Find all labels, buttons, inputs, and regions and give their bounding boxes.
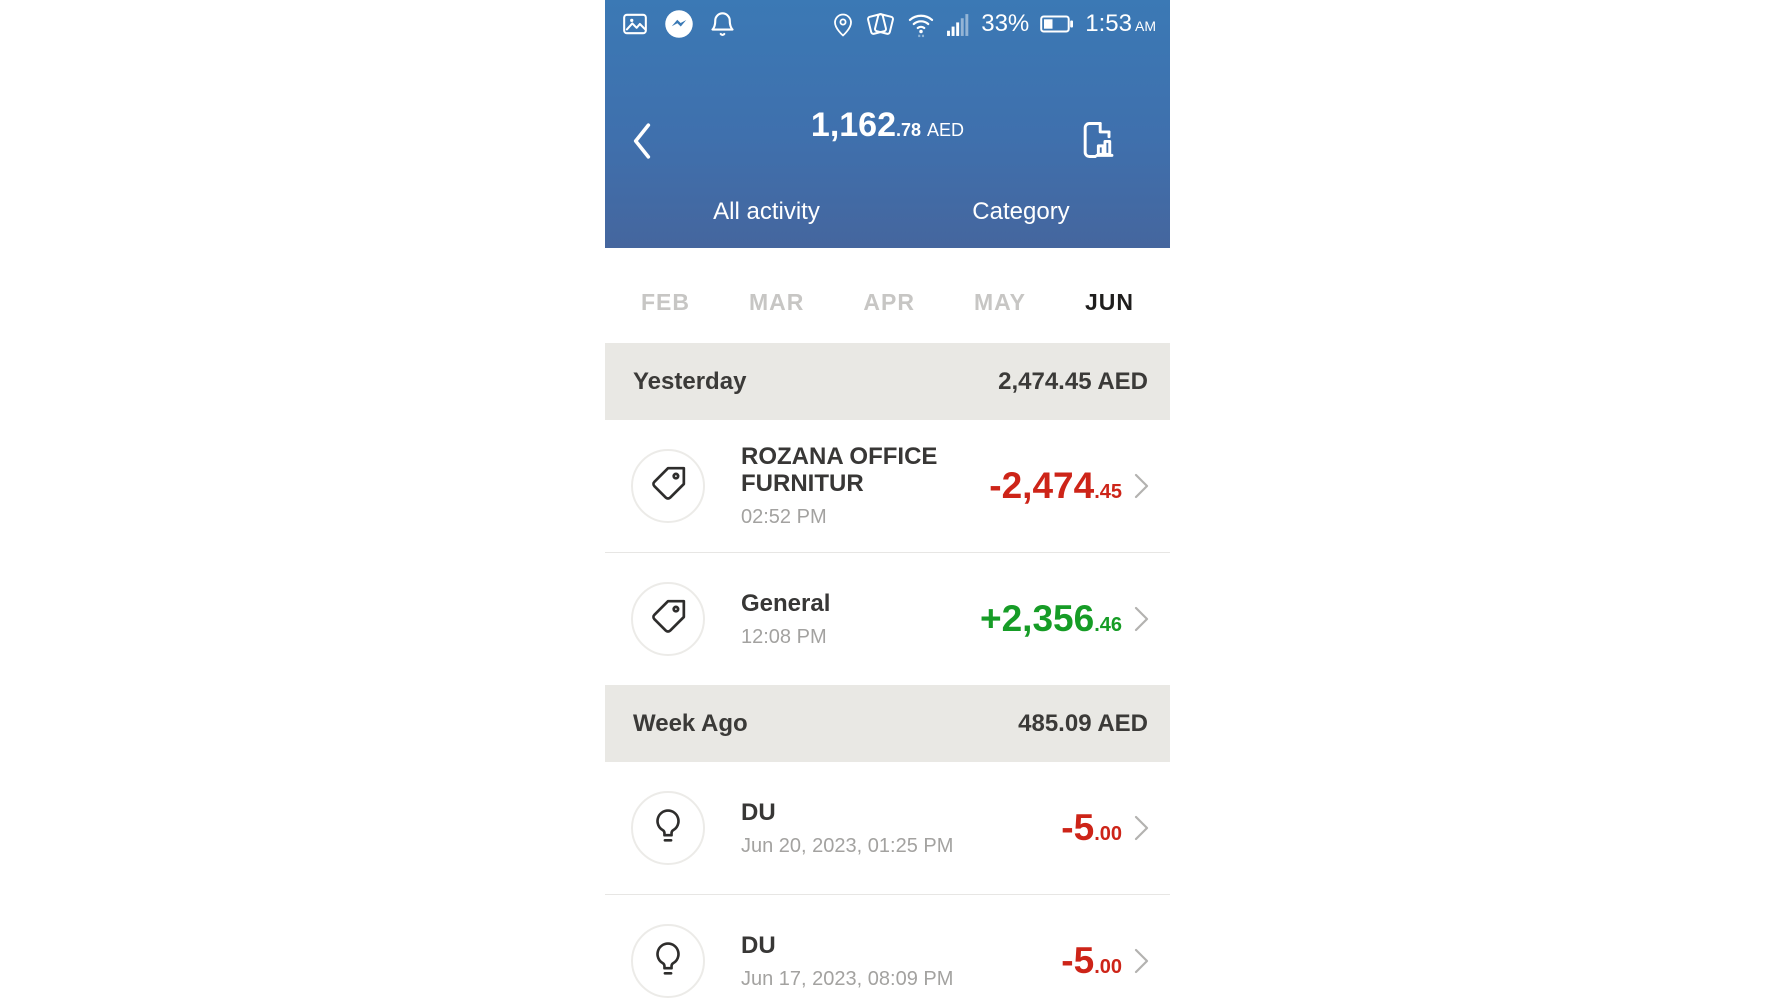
wifi-icon (906, 10, 936, 38)
category-circle (631, 449, 705, 523)
transaction-info: DU Jun 20, 2023, 01:25 PM (741, 799, 953, 858)
transaction-info: DU Jun 17, 2023, 08:09 PM (741, 932, 953, 991)
transaction-amount: -5.00 (1061, 807, 1122, 849)
month-jun[interactable]: JUN (1084, 289, 1134, 315)
transaction-row[interactable]: ROZANA OFFICE FURNITUR 02:52 PM -2,474.4… (605, 420, 1170, 552)
battery-icon (1039, 13, 1075, 35)
row-divider (605, 894, 1170, 895)
amount-main: -2,474 (989, 465, 1095, 506)
chevron-right-icon[interactable] (1134, 814, 1150, 842)
location-icon (831, 11, 855, 38)
amount-fraction: .00 (1094, 823, 1122, 845)
transaction-amount: -5.00 (1061, 940, 1122, 982)
month-apr[interactable]: APR (863, 289, 915, 315)
tab-category[interactable]: Category (972, 198, 1070, 225)
balance-fraction: .78 (896, 120, 922, 140)
section-total: 2,474.45 AED (998, 367, 1148, 395)
transaction-name: General (741, 589, 831, 617)
transaction-name: ROZANA OFFICE FURNITUR (741, 443, 938, 497)
transaction-row[interactable]: DU Jun 20, 2023, 01:25 PM -5.00 (605, 762, 1170, 894)
tab-all-activity[interactable]: All activity (713, 198, 820, 225)
nfc-icon (865, 10, 896, 38)
balance-main: 1,162 (810, 106, 897, 144)
amount-main: -5 (1061, 807, 1095, 848)
chevron-right-icon[interactable] (1134, 947, 1150, 975)
gallery-icon (621, 11, 649, 37)
clock: 1:53 AM (1085, 10, 1156, 38)
transaction-timestamp: Jun 17, 2023, 08:09 PM (741, 967, 954, 990)
transaction-row[interactable]: General 12:08 PM +2,356.46 (605, 553, 1170, 685)
active-tab-underline (644, 266, 889, 270)
mobile-app-screen: 33% 1:53 AM (605, 0, 1170, 1000)
chevron-right-icon[interactable] (1134, 605, 1150, 633)
month-mar[interactable]: MAR (749, 289, 805, 315)
row-divider (605, 552, 1170, 553)
time-text: 1:53 (1085, 10, 1132, 37)
month-may[interactable]: MAY (973, 289, 1026, 315)
amount-fraction: .00 (1094, 956, 1122, 978)
status-bar: 33% 1:53 AM (605, 0, 1170, 40)
transaction-info: General 12:08 PM (741, 590, 830, 649)
section-title: Week Ago (633, 709, 748, 737)
balance: 1,162.78 AED (605, 106, 1170, 145)
lightbulb-icon (649, 939, 687, 984)
transaction-info: ROZANA OFFICE FURNITUR 02:52 PM (741, 443, 956, 529)
transaction-timestamp: 12:08 PM (741, 625, 827, 648)
section-total: 485.09 AED (1018, 709, 1148, 737)
battery-percent: 33% (981, 10, 1030, 37)
month-feb[interactable]: FEB (641, 289, 690, 315)
back-button[interactable] (631, 122, 653, 160)
bell-icon (709, 10, 736, 39)
category-circle (631, 924, 705, 998)
transaction-row[interactable]: DU Jun 17, 2023, 08:09 PM -5.00 (605, 895, 1170, 1000)
transaction-timestamp: Jun 20, 2023, 01:25 PM (741, 834, 954, 857)
tag-icon (649, 598, 687, 641)
header-nav-row: 1,162.78 AED (605, 40, 1170, 159)
chevron-right-icon[interactable] (1134, 472, 1150, 500)
transaction-name: DU (741, 798, 776, 826)
amount-main: +2,356 (979, 598, 1095, 639)
amount-fraction: .46 (1094, 614, 1122, 636)
messenger-icon (664, 9, 694, 39)
status-bar-system: 33% 1:53 AM (831, 10, 1156, 38)
transaction-timestamp: 02:52 PM (741, 506, 827, 528)
category-circle (631, 582, 705, 656)
header: 33% 1:53 AM (605, 0, 1170, 270)
transaction-amount: +2,356.46 (980, 598, 1122, 640)
tag-icon (649, 465, 687, 508)
time-meridiem: AM (1135, 18, 1156, 34)
amount-fraction: .45 (1094, 481, 1122, 503)
status-bar-notifications (621, 9, 736, 39)
statement-report-button[interactable] (1076, 118, 1120, 162)
transaction-name: DU (741, 931, 776, 959)
transaction-amount: -2,474.45 (989, 465, 1122, 507)
section-title: Yesterday (633, 367, 747, 395)
section-header-week-ago: Week Ago 485.09 AED (605, 685, 1170, 762)
lightbulb-icon (649, 806, 687, 851)
month-selector: FEB MAR APR MAY JUN (605, 248, 1170, 343)
balance-currency: AED (927, 120, 965, 140)
category-circle (631, 791, 705, 865)
header-tabs: All activity Category (605, 140, 1170, 270)
section-header-yesterday: Yesterday 2,474.45 AED (605, 343, 1170, 420)
signal-icon (946, 12, 971, 37)
amount-main: -5 (1061, 940, 1095, 981)
